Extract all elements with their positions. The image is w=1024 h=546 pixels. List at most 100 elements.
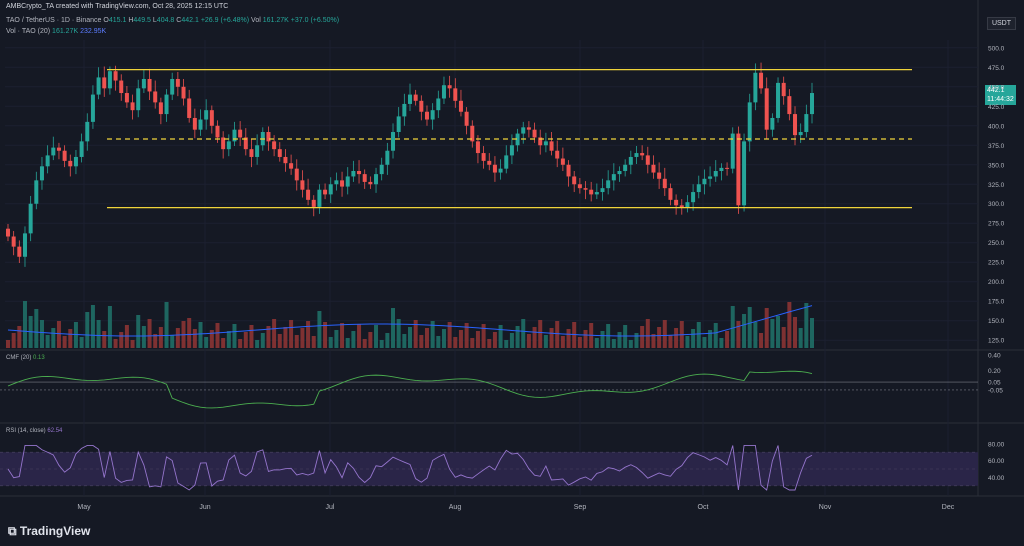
volume-bar [696,322,701,348]
volume-bar [215,323,220,348]
candle-body [419,100,424,112]
volume-bar [781,327,786,348]
y-tick-label: 450.0 [988,84,1005,91]
candle-body [226,141,231,150]
volume-bar [543,335,548,348]
candle-body [328,184,333,195]
y-tick-label: 425.0 [988,104,1005,111]
volume-bar [583,330,588,348]
volume-bar [51,328,56,348]
candle-body [742,141,747,206]
candle-body [249,149,254,157]
volume-bar [130,340,135,348]
volume-bar [158,327,163,348]
volume-bar [810,318,814,348]
volume-bar [776,316,781,348]
volume-bar [640,326,645,348]
volume-bar [317,311,322,348]
y-tick-label: 300.0 [988,201,1005,208]
currency-button[interactable]: USDT [986,17,1016,30]
volume-bar [119,332,124,348]
candle-body [170,78,175,95]
last-price-tag: 442.1 11:44:32 [985,85,1016,105]
candle-body [272,141,277,150]
attribution: AMBCrypto_TA created with TradingView.co… [6,3,229,10]
candle-body [345,176,350,187]
candle-body [691,192,696,203]
ohlc-high: H449.5 [128,17,151,24]
candle-body [781,82,786,97]
candle-body [334,180,339,185]
x-tick-label: May [77,504,91,511]
volume-bar [747,307,752,348]
candle-body [589,189,594,195]
candle-body [640,153,645,156]
volume-bar [351,331,356,348]
candle-body [628,156,633,165]
x-tick-label: Oct [698,504,709,511]
candle-body [368,181,373,185]
volume-bar [759,333,764,348]
candle-body [396,116,401,133]
volume-bar [124,325,129,348]
volume-bar [651,334,656,348]
candle-body [294,168,299,181]
volume-bar [753,322,758,348]
volume-bar [79,337,84,348]
volume-bar [396,319,401,348]
candle-body [793,114,798,136]
volume-bar [441,329,446,348]
y-tick-label: 200.0 [988,279,1005,286]
candle-body [566,164,571,177]
volume-bar [447,322,452,348]
volume-bar [266,326,271,348]
volume-bar [56,321,61,348]
candle-body [572,176,577,185]
volume-bar [487,339,492,348]
candle-body [215,125,220,138]
ohlc-change: +26.9 (+6.48%) [200,17,250,24]
candle-body [175,78,180,87]
x-tick-label: Dec [942,504,955,511]
candle-body [458,100,463,112]
cmf-axis-label: 0.40 [988,352,1001,359]
candle-body [73,156,78,167]
candle-body [357,170,362,175]
candle-body [187,98,192,118]
candle-body [209,110,214,126]
volume-bar [170,335,175,348]
candle-body [634,153,639,157]
volume-bar [68,329,73,348]
candle-body [408,94,412,104]
candle-body [730,133,735,169]
candle-body [402,103,407,117]
y-tick-label: 225.0 [988,260,1005,267]
candle-body [481,153,486,161]
vol-change: +37.0 (+6.50%) [290,17,340,24]
y-tick-label: 500.0 [988,45,1005,52]
candle-body [413,94,418,101]
volume-bar [730,306,735,348]
candle-body [759,72,764,89]
candle-body [674,199,679,206]
volume-bar [226,331,231,348]
volume-bar [566,329,571,348]
volume-bar [209,330,214,348]
volume-bar [34,309,39,348]
volume-bar [187,318,192,348]
candle-body [158,102,163,115]
volume-bar [277,334,282,348]
volume-bar [787,302,792,348]
ohlc-open: O415.1 [103,17,127,24]
volume-bar [430,321,435,348]
candle-body [68,160,73,167]
y-tick-label: 250.0 [988,240,1005,247]
candle-body [657,172,662,179]
volume-bar [611,339,616,348]
volume-bar [408,327,412,348]
volume-bar [509,333,514,348]
volume-bar [560,336,565,348]
candle-body [645,155,650,165]
candle-body [583,188,588,190]
